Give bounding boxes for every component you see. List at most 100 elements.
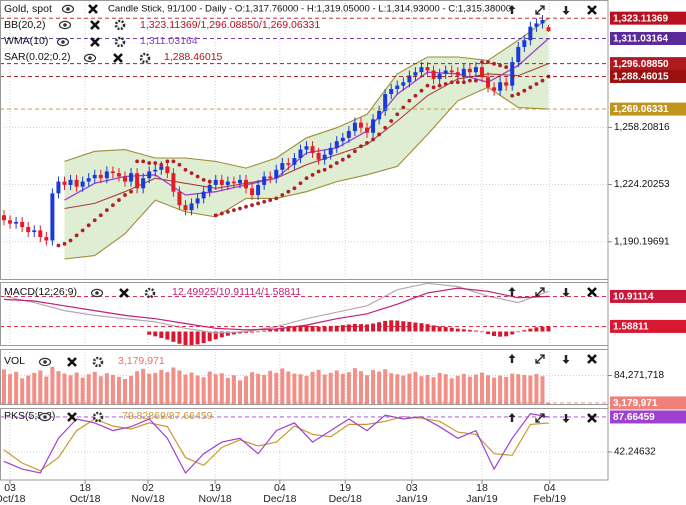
- sar-dot: [504, 65, 509, 70]
- volume-bar: [147, 373, 152, 404]
- eye-button[interactable]: [83, 53, 97, 63]
- volume-bar: [298, 374, 303, 404]
- settings-button[interactable]: [114, 19, 126, 31]
- price-flag: [610, 69, 686, 83]
- histogram-bar: [401, 321, 406, 332]
- candle-body: [498, 82, 503, 91]
- histogram-bar: [365, 324, 370, 332]
- price-flag: [610, 396, 686, 410]
- maximize-button[interactable]: [535, 354, 545, 364]
- eye-button[interactable]: [58, 20, 72, 30]
- close-button[interactable]: [67, 357, 77, 367]
- maximize-button[interactable]: [535, 287, 545, 297]
- close-button[interactable]: [90, 20, 100, 30]
- histogram-bar: [195, 331, 200, 345]
- histogram-bar: [413, 322, 418, 332]
- sar-dot: [304, 176, 309, 181]
- sar-dot: [86, 223, 91, 228]
- volume-bar: [413, 371, 418, 404]
- candle-body: [244, 179, 249, 189]
- candle-body: [262, 176, 267, 185]
- move-up-button[interactable]: [508, 5, 516, 14]
- close-button[interactable]: [119, 288, 129, 298]
- candle-body: [171, 173, 176, 192]
- volume-bar: [244, 376, 249, 404]
- settings-icon-part: [143, 56, 147, 60]
- settings-button[interactable]: [114, 36, 126, 48]
- volume-bar: [110, 374, 115, 404]
- sar-dot: [443, 82, 448, 86]
- move-down-icon-part: [562, 6, 570, 15]
- volume-bar: [256, 373, 261, 404]
- sar-dot: [274, 196, 279, 201]
- x-tick-label: 04: [274, 482, 286, 494]
- volume-bar: [74, 372, 79, 404]
- volume-bar: [32, 372, 37, 404]
- volume-bar: [98, 376, 103, 404]
- candle-body: [207, 184, 212, 192]
- eye-button[interactable]: [38, 357, 52, 367]
- sar-dot: [262, 199, 267, 204]
- histogram-bar: [528, 328, 533, 332]
- close-button[interactable]: [90, 37, 100, 47]
- close-button[interactable]: [587, 413, 597, 423]
- sar-dot: [401, 105, 406, 110]
- eye-button[interactable]: [38, 412, 52, 422]
- eye-button[interactable]: [61, 4, 75, 14]
- candle-body: [310, 146, 315, 153]
- sar-dot: [286, 189, 291, 194]
- volume-bar: [225, 377, 230, 404]
- move-up-button[interactable]: [508, 287, 516, 296]
- move-up-button[interactable]: [508, 354, 516, 363]
- histogram-bar: [225, 331, 230, 336]
- close-button[interactable]: [113, 53, 123, 63]
- sar-dot: [346, 154, 351, 159]
- sar-dot: [201, 177, 206, 182]
- candle-body: [322, 154, 327, 160]
- sar-dot: [92, 218, 97, 223]
- histogram-bar: [292, 327, 297, 332]
- volume-bar: [371, 370, 376, 404]
- move-down-button[interactable]: [562, 414, 570, 423]
- y-tick-label: 84,271,718: [614, 370, 664, 381]
- close-button[interactable]: [587, 5, 597, 15]
- volume-bar: [1, 369, 6, 404]
- histogram-bar: [449, 327, 454, 332]
- histogram-bar: [201, 331, 206, 344]
- candle-body: [377, 110, 382, 120]
- volume-bar: [189, 372, 194, 404]
- x-tick-label: 04: [544, 482, 556, 494]
- sar-dot: [407, 98, 412, 103]
- candle-body: [50, 193, 55, 241]
- price-flag-label: 1,323.11369: [613, 13, 668, 24]
- eye-icon-part: [61, 40, 65, 44]
- maximize-button[interactable]: [535, 5, 545, 15]
- sar-dot: [480, 60, 484, 64]
- candle-body: [20, 221, 25, 228]
- close-button[interactable]: [67, 412, 77, 422]
- settings-button[interactable]: [144, 287, 156, 299]
- close-button[interactable]: [587, 354, 597, 364]
- settings-button[interactable]: [139, 52, 151, 64]
- sar-dot: [171, 159, 176, 164]
- eye-button[interactable]: [56, 37, 70, 47]
- band-fill: [64, 18, 549, 260]
- price-flag-label: 1,269.06331: [613, 104, 669, 115]
- close-button[interactable]: [88, 4, 98, 14]
- maximize-button[interactable]: [535, 413, 545, 423]
- move-down-button[interactable]: [562, 355, 570, 364]
- indicator-name: WMA(10): [4, 35, 48, 47]
- histogram-bar: [334, 325, 339, 332]
- move-down-button[interactable]: [562, 288, 570, 297]
- settings-button[interactable]: [92, 411, 104, 423]
- sar-dot: [383, 125, 388, 130]
- candle-body: [486, 77, 491, 88]
- move-up-button[interactable]: [508, 413, 516, 422]
- settings-button[interactable]: [92, 356, 104, 368]
- eye-button[interactable]: [90, 288, 104, 298]
- sar-dot: [540, 78, 545, 83]
- y-tick-label: 1,190.19691: [614, 236, 670, 247]
- move-down-button[interactable]: [562, 6, 570, 15]
- volume-bar: [401, 375, 406, 404]
- close-button[interactable]: [587, 287, 597, 297]
